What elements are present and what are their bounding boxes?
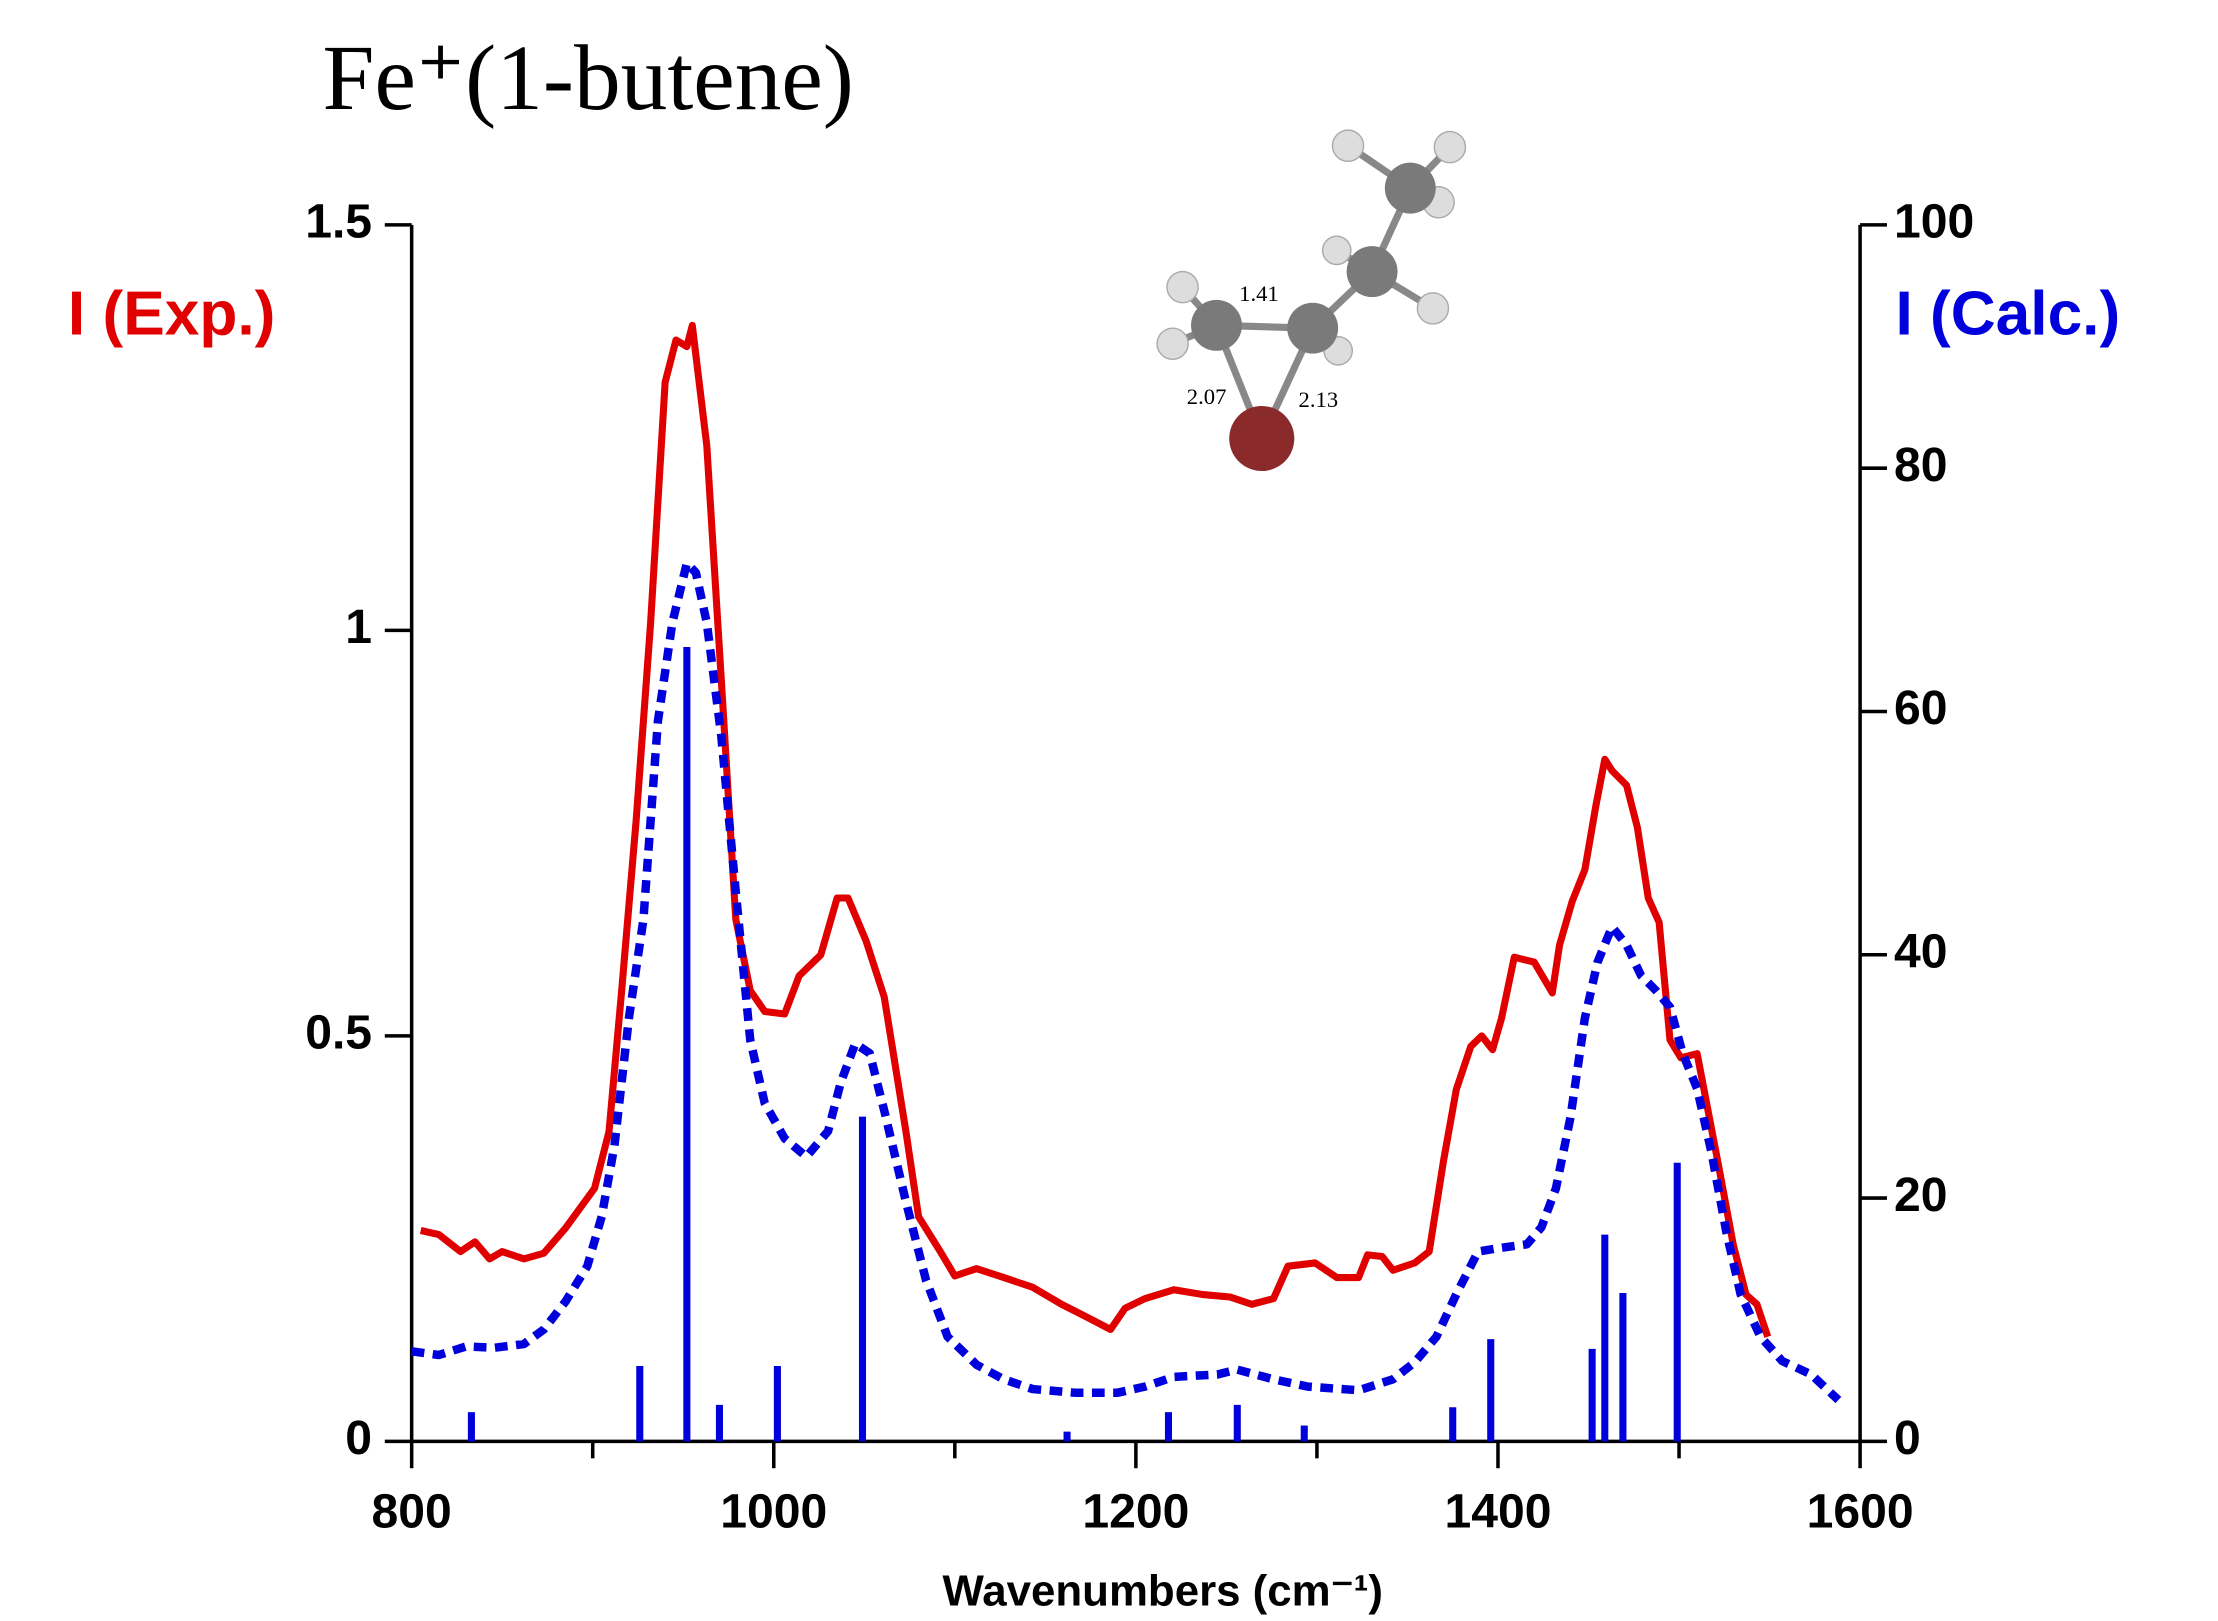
bond-label: 2.13	[1299, 387, 1339, 412]
x-tick-label: 1200	[1082, 1485, 1189, 1539]
y-tick-label: 0.5	[305, 1006, 372, 1060]
x-tick-label: 800	[372, 1485, 452, 1539]
bond-label: 1.41	[1239, 281, 1279, 306]
y2-tick-label: 0	[1894, 1411, 1921, 1465]
y-tick-label: 0	[345, 1411, 372, 1465]
spectrum-line	[419, 321, 1772, 1338]
x-tick-label: 1600	[1807, 1485, 1914, 1539]
y-tick-label: 1.5	[305, 195, 372, 249]
y2-tick-label: 40	[1894, 924, 1947, 978]
y2-tick-label: 100	[1894, 195, 1974, 249]
x-axis-label: Wavenumbers (cm⁻¹)	[943, 1567, 1383, 1616]
y-tick-label: 1	[345, 600, 372, 654]
y-axis-label: I (Exp.)	[68, 280, 275, 349]
spectrum-line	[411, 558, 1842, 1404]
chart-title: Fe⁺(1-butene)	[323, 27, 854, 130]
y2-tick-label: 80	[1894, 438, 1947, 492]
molecule	[1156, 129, 1467, 472]
x-tick-label: 1400	[1444, 1485, 1551, 1539]
bond-label: 2.07	[1187, 384, 1227, 409]
x-tick-label: 1000	[720, 1485, 827, 1539]
y2-tick-label: 60	[1894, 681, 1947, 735]
y2-axis-label: I (Calc.)	[1895, 280, 2120, 349]
y2-tick-label: 20	[1894, 1168, 1947, 1222]
